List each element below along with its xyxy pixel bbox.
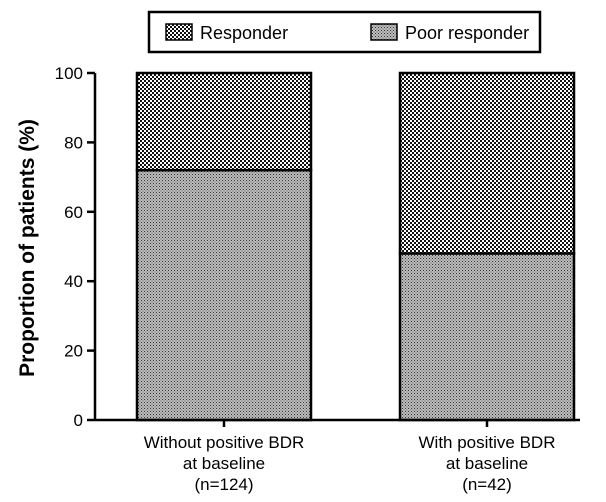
legend-label-responder: Responder: [200, 23, 288, 43]
bars-layer: [135, 71, 576, 422]
legend-frame: [147, 10, 542, 54]
legend-swatch-poor-responder: [370, 23, 398, 41]
axes-layer: 0 20 40 60 80 100 Without positive BDR at basel…: [55, 64, 580, 494]
y-axis-title: Proportion of patients (%): [16, 119, 39, 377]
x-category-label: With positive BDR at baseline (n=42): [419, 433, 556, 494]
legend: Responder Poor responder: [147, 10, 542, 54]
legend-label-poor-responder: Poor responder: [405, 23, 529, 43]
bar-segment-responder-1: [135, 71, 313, 172]
y-tick-label: 40: [64, 272, 83, 291]
bar-segment-responder-2: [398, 71, 576, 255]
y-tick-label: 80: [64, 133, 83, 152]
y-tick-label: 20: [64, 342, 83, 361]
bar-segment-poor-responder-2: [398, 252, 576, 422]
bar-segment-poor-responder-1: [135, 168, 313, 422]
y-tick-label: 60: [64, 203, 83, 222]
y-tick-label: 0: [74, 411, 83, 430]
legend-swatch-responder: [165, 23, 193, 41]
x-category-label: Without positive BDR at baseline (n=124): [144, 433, 305, 494]
y-tick-label: 100: [55, 64, 83, 83]
